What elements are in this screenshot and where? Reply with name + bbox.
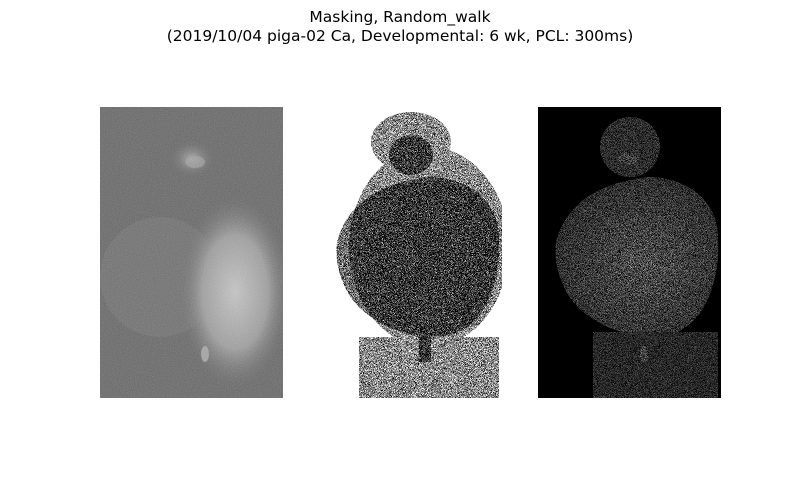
binary-mask-panel [319, 107, 502, 398]
figure-title: Masking, Random_walk (2019/10/04 piga-02… [0, 8, 800, 46]
masked-image [538, 107, 721, 398]
figure-title-line-2: (2019/10/04 piga-02 Ca, Developmental: 6… [166, 27, 634, 45]
figure-title-line-1: Masking, Random_walk [309, 8, 491, 26]
raw-image-panel [100, 107, 283, 398]
binary-mask [319, 107, 502, 398]
masked-heart [555, 177, 719, 337]
raw-image [100, 107, 283, 398]
mask-region [336, 177, 500, 337]
masked-image-panel [538, 107, 721, 398]
